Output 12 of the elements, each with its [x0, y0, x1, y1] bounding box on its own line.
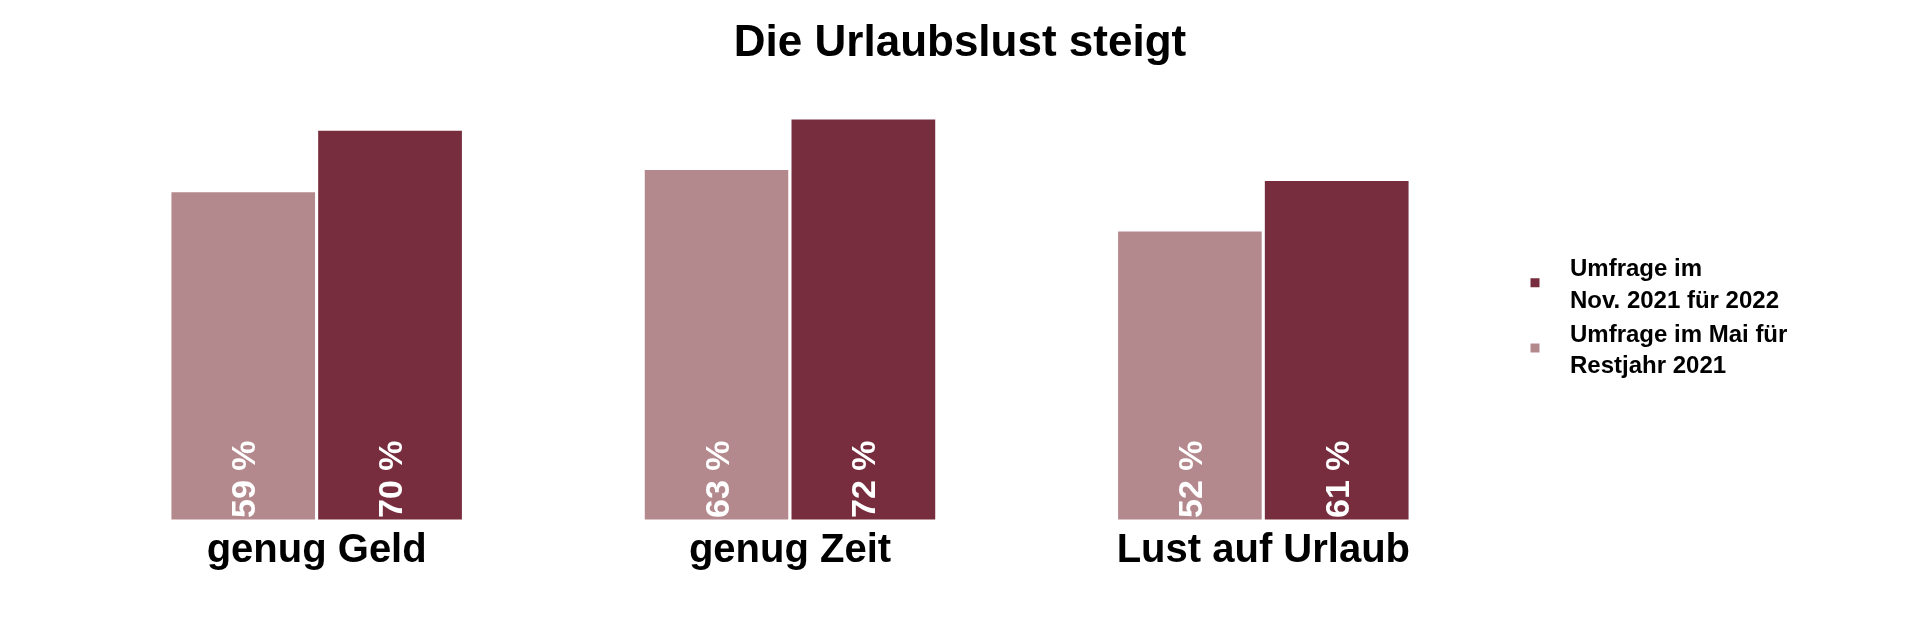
- data-label: 70 %: [371, 440, 410, 518]
- x-tick-label: Lust auf Urlaub: [1116, 526, 1410, 570]
- data-label: 61 %: [1317, 440, 1356, 518]
- legend-label: Umfrage im Mai für Restjahr 2021: [1570, 319, 1788, 379]
- x-tick-label: genug Geld: [206, 526, 427, 570]
- chart-title: Die Urlaubslust steigt: [733, 16, 1187, 66]
- data-label: 63 %: [697, 440, 736, 518]
- x-tick-label: genug Zeit: [688, 526, 892, 570]
- data-label: 59 %: [224, 440, 263, 518]
- legend-label: Umfrage im Nov. 2021 für 2022: [1570, 254, 1780, 313]
- data-label: 52 %: [1170, 440, 1209, 518]
- data-label: 72 %: [844, 440, 883, 518]
